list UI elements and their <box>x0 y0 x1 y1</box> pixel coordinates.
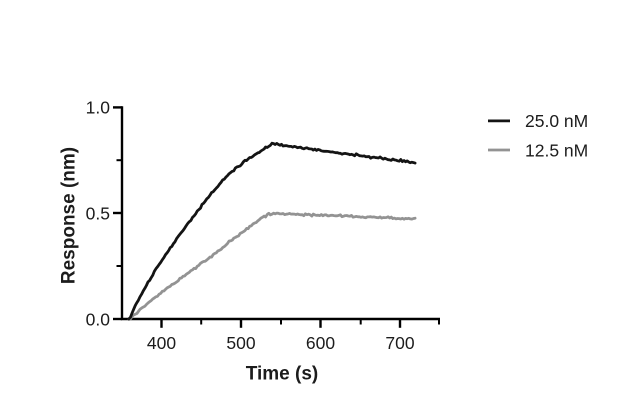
svg-text:1.0: 1.0 <box>86 98 111 118</box>
svg-text:12.5 nM: 12.5 nM <box>525 140 588 160</box>
svg-text:0.0: 0.0 <box>86 309 111 329</box>
svg-text:600: 600 <box>306 333 335 353</box>
svg-text:400: 400 <box>147 333 176 353</box>
svg-text:Time (s): Time (s) <box>246 364 319 385</box>
svg-text:700: 700 <box>385 333 414 353</box>
svg-text:Response (nm): Response (nm) <box>59 147 80 284</box>
svg-text:0.5: 0.5 <box>86 203 110 223</box>
svg-text:500: 500 <box>226 333 255 353</box>
svg-text:25.0 nM: 25.0 nM <box>525 111 588 131</box>
